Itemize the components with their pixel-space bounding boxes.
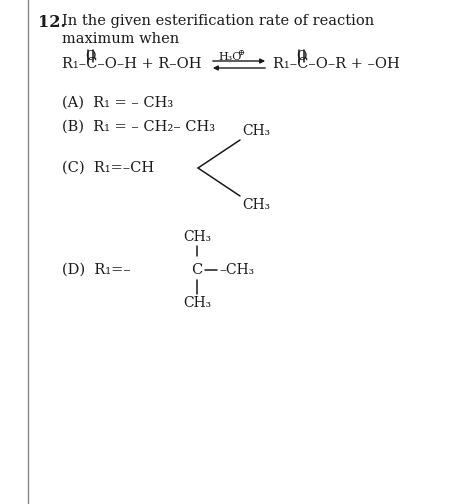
Text: (D)  R₁=–: (D) R₁=– [62, 263, 131, 277]
Text: ⊕: ⊕ [237, 49, 244, 57]
Text: CH₃: CH₃ [242, 124, 270, 138]
Text: R₁–C–O–R + –OH: R₁–C–O–R + –OH [273, 57, 400, 71]
Text: R₁–C–O–H + R–OH: R₁–C–O–H + R–OH [62, 57, 201, 71]
Text: O: O [296, 50, 306, 63]
Text: C: C [191, 263, 202, 277]
Text: H₃O: H₃O [218, 52, 241, 62]
Text: O: O [85, 50, 95, 63]
Text: CH₃: CH₃ [242, 198, 270, 212]
Text: 12.: 12. [38, 14, 66, 31]
Text: CH₃: CH₃ [183, 296, 211, 310]
Text: In the given esterification rate of reaction: In the given esterification rate of reac… [62, 14, 374, 28]
Text: (C)  R₁=–CH: (C) R₁=–CH [62, 161, 154, 175]
Text: (B)  R₁ = – CH₂– CH₃: (B) R₁ = – CH₂– CH₃ [62, 120, 215, 134]
Text: CH₃: CH₃ [183, 230, 211, 244]
Text: (A)  R₁ = – CH₃: (A) R₁ = – CH₃ [62, 96, 173, 110]
Text: –CH₃: –CH₃ [219, 263, 254, 277]
Text: maximum when: maximum when [62, 32, 179, 46]
